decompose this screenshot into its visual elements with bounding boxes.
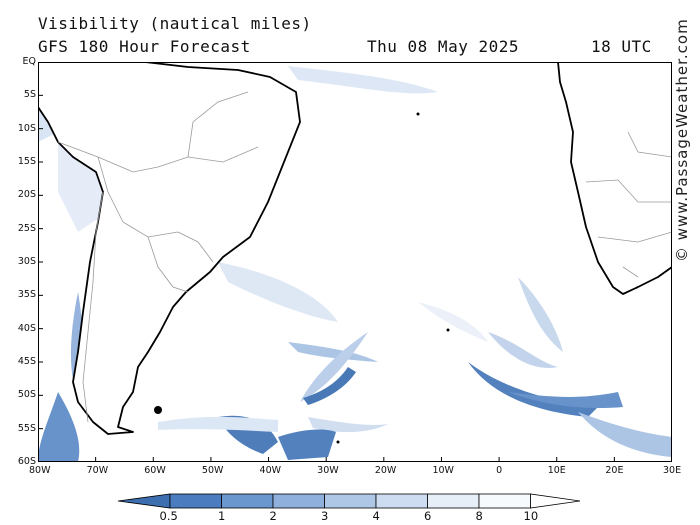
islands xyxy=(154,112,450,444)
lat-label: 5S xyxy=(23,89,36,101)
lat-label: 35S xyxy=(17,289,36,301)
forecast-time: 18 UTC xyxy=(591,37,652,56)
colorbar-segment xyxy=(272,493,325,509)
africa-land xyxy=(557,62,672,295)
lat-label: 30S xyxy=(17,256,36,267)
lat-label: 15S xyxy=(17,156,36,167)
colorbar-label: 8 xyxy=(475,509,483,523)
colorbar-arrow-high xyxy=(530,493,581,509)
lon-label: 60W xyxy=(144,465,166,476)
title-line-2: GFS 180 Hour Forecast xyxy=(38,37,251,56)
lon-label: 50W xyxy=(201,465,224,476)
colorbar-segment xyxy=(324,493,377,509)
colorbar-segment xyxy=(221,493,274,509)
colorbar-label: 4 xyxy=(372,509,380,523)
lon-label: 40W xyxy=(259,465,282,476)
lon-label: 30E xyxy=(663,465,682,476)
colorbar-segment xyxy=(478,493,531,509)
watermark: © www.PassageWeather.com xyxy=(673,18,700,282)
lon-label: 80W xyxy=(29,465,51,476)
lon-label: 10E xyxy=(547,465,566,476)
lat-label: 20S xyxy=(17,189,36,201)
lat-label: 60S xyxy=(17,456,36,467)
colorbar-label: 2 xyxy=(269,509,277,523)
lat-label: EQ xyxy=(22,56,36,67)
colorbar-segment xyxy=(169,493,222,509)
lat-label: 55S xyxy=(17,422,36,434)
colorbar-label: 0.5 xyxy=(159,509,178,523)
lat-label: 50S xyxy=(17,389,36,401)
title-line-1: Visibility (nautical miles) xyxy=(38,14,312,33)
forecast-date: Thu 08 May 2025 xyxy=(367,37,519,56)
lon-label: 70W xyxy=(86,465,109,476)
colorbar-arrow-low xyxy=(117,493,171,509)
colorbar-segment xyxy=(427,493,480,509)
lon-label: 0 xyxy=(496,465,503,476)
colorbar-label: 1 xyxy=(218,509,226,523)
lat-label: 25S xyxy=(17,222,36,234)
colorbar-label: 3 xyxy=(321,509,329,523)
lat-label: 45S xyxy=(17,356,36,367)
visibility-map xyxy=(38,62,672,462)
lat-label: 10S xyxy=(17,122,36,134)
lat-label: 40S xyxy=(17,322,36,334)
lon-label: 10W xyxy=(432,465,454,476)
colorbar-label: 10 xyxy=(523,509,539,523)
lon-label: 20E xyxy=(605,465,624,476)
lon-label: 30W xyxy=(317,465,339,476)
lon-label: 20W xyxy=(374,465,397,476)
watermark-text: © www.PassageWeather.com xyxy=(673,18,691,262)
colorbar-label: 6 xyxy=(424,509,432,523)
country-borders xyxy=(57,91,672,423)
colorbar-segment xyxy=(375,493,428,509)
